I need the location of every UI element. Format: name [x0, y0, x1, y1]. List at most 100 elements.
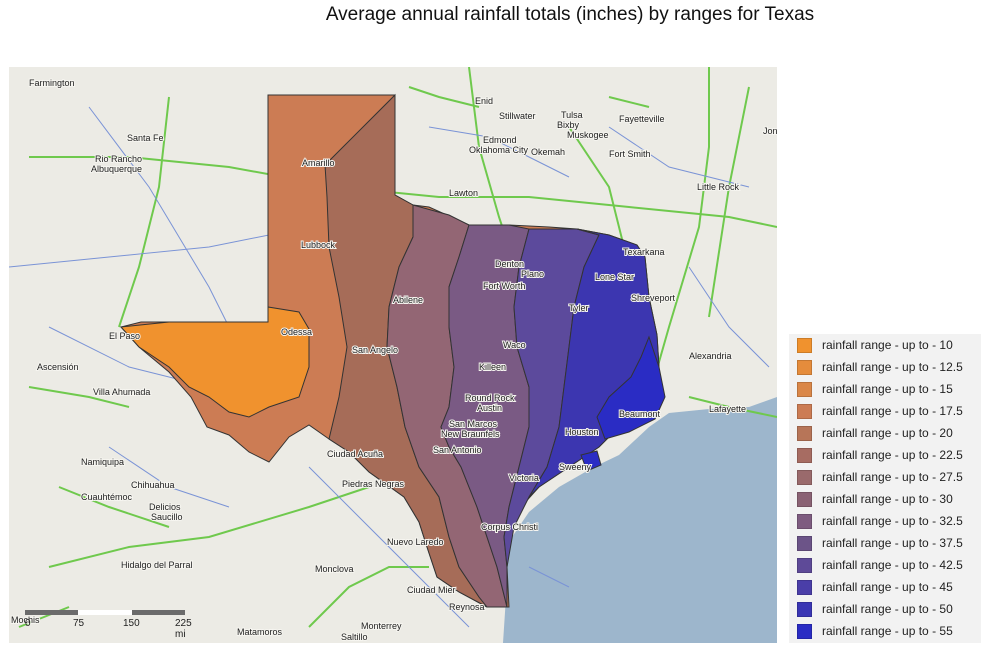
legend-label: rainfall range - up to - 50	[822, 602, 953, 616]
band-50	[528, 228, 660, 498]
place-label: Waco	[503, 340, 526, 350]
place-label: Monterrey	[361, 621, 402, 631]
legend-label: rainfall range - up to - 30	[822, 492, 953, 506]
place-label: Piedras Negras	[342, 479, 405, 489]
place-label: Muskogee	[567, 130, 609, 140]
place-label: Namiquipa	[81, 457, 124, 467]
legend-item: rainfall range - up to - 45	[789, 576, 981, 598]
place-label: Saltillo	[341, 632, 368, 642]
legend-item: rainfall range - up to - 55	[789, 620, 981, 642]
legend-swatch	[797, 403, 812, 419]
legend-swatch	[797, 359, 812, 375]
place-label: Okemah	[531, 147, 565, 157]
legend-label: rainfall range - up to - 22.5	[822, 448, 963, 462]
map-title: Average annual rainfall totals (inches) …	[325, 4, 815, 25]
legend-swatch	[797, 601, 812, 617]
map-view[interactable]: Farmington Santa Fe Rio Rancho Albuquerq…	[9, 67, 777, 643]
gulf-water	[503, 397, 777, 643]
place-label: Villa Ahumada	[93, 387, 150, 397]
place-label: Bixby	[557, 120, 580, 130]
legend-label: rainfall range - up to - 10	[822, 338, 953, 352]
place-label: Nuevo Laredo	[387, 537, 444, 547]
legend-item: rainfall range - up to - 22.5	[789, 444, 981, 466]
place-label: El Paso	[109, 331, 140, 341]
legend-label: rainfall range - up to - 27.5	[822, 470, 963, 484]
place-label: San Angelo	[352, 345, 398, 355]
basemap: Farmington Santa Fe Rio Rancho Albuquerq…	[9, 67, 777, 643]
legend: rainfall range - up to - 10 rainfall rang…	[789, 334, 981, 643]
scale-label: 75	[73, 618, 85, 629]
place-label: New Braunfels	[441, 429, 500, 439]
place-label: Jon	[763, 126, 777, 136]
legend-label: rainfall range - up to - 32.5	[822, 514, 963, 528]
place-label: Sweeny	[559, 462, 592, 472]
legend-item: rainfall range - up to - 17.5	[789, 400, 981, 422]
legend-swatch	[797, 513, 812, 529]
legend-swatch	[797, 579, 812, 595]
legend-label: rainfall range - up to - 20	[822, 426, 953, 440]
place-label: Alexandria	[689, 351, 732, 361]
map-corner-label: Mochis	[11, 615, 40, 625]
place-label: Delicios	[149, 502, 181, 512]
place-label: Lone Star	[595, 272, 634, 282]
legend-label: rainfall range - up to - 37.5	[822, 536, 963, 550]
place-label: Lafayette	[709, 404, 746, 414]
legend-swatch	[797, 469, 812, 485]
place-label: Lawton	[449, 188, 478, 198]
band-55-small	[580, 450, 602, 472]
place-label: Tyler	[569, 303, 589, 313]
scale-label: 225 mi	[175, 618, 192, 640]
place-label: Saucillo	[151, 512, 183, 522]
legend-label: rainfall range - up to - 55	[822, 624, 953, 638]
place-labels: Farmington Santa Fe Rio Rancho Albuquerq…	[10, 77, 777, 643]
place-label: Rio Rancho	[95, 154, 142, 164]
legend-swatch	[797, 381, 812, 397]
place-label: Matamoros	[237, 627, 283, 637]
place-label: Killeen	[479, 362, 506, 372]
highways	[18, 67, 777, 628]
band-55	[596, 335, 666, 440]
place-label: Tulsa	[561, 110, 583, 120]
place-label: Fort Smith	[609, 149, 651, 159]
place-label: Fort Worth	[483, 281, 525, 291]
legend-swatch	[797, 447, 812, 463]
place-label: Little Rock	[697, 182, 740, 192]
place-label: Corpus Christi	[481, 522, 538, 532]
scale-label: 0	[25, 618, 31, 629]
place-label: Austin	[477, 403, 502, 413]
place-label: Chihuahua	[131, 480, 175, 490]
place-label: Monclova	[315, 564, 354, 574]
place-label: Odessa	[281, 327, 312, 337]
legend-label: rainfall range - up to - 17.5	[822, 404, 963, 418]
place-label: Houston	[565, 427, 599, 437]
place-label: Santa Fe	[127, 133, 164, 143]
place-label: Reynosa	[449, 602, 485, 612]
place-label: Plano	[521, 269, 544, 279]
legend-swatch	[797, 337, 812, 353]
place-label: Ciudad Mier	[407, 585, 456, 595]
legend-swatch	[797, 535, 812, 551]
place-label: San Antonio	[433, 445, 482, 455]
place-label: Amarillo	[302, 158, 335, 168]
legend-swatch	[797, 623, 812, 639]
band-10	[119, 306, 310, 418]
place-label: Round Rock	[465, 393, 515, 403]
legend-item: rainfall range - up to - 12.5	[789, 356, 981, 378]
legend-item: rainfall range - up to - 32.5	[789, 510, 981, 532]
legend-item: rainfall range - up to - 37.5	[789, 532, 981, 554]
legend-label: rainfall range - up to - 15	[822, 382, 953, 396]
place-label: Shreveport	[631, 293, 676, 303]
legend-item: rainfall range - up to - 27.5	[789, 466, 981, 488]
place-label: San Marcos	[449, 419, 498, 429]
place-label: Denton	[495, 259, 524, 269]
place-label: Victoria	[509, 473, 539, 483]
place-label: Farmington	[29, 78, 75, 88]
legend-swatch	[797, 557, 812, 573]
place-label: Texarkana	[623, 247, 665, 257]
place-label: Stillwater	[499, 111, 536, 121]
legend-swatch	[797, 491, 812, 507]
place-label: Albuquerque	[91, 164, 142, 174]
legend-label: rainfall range - up to - 45	[822, 580, 953, 594]
place-label: Lubbock	[301, 240, 336, 250]
legend-item: rainfall range - up to - 15	[789, 378, 981, 400]
